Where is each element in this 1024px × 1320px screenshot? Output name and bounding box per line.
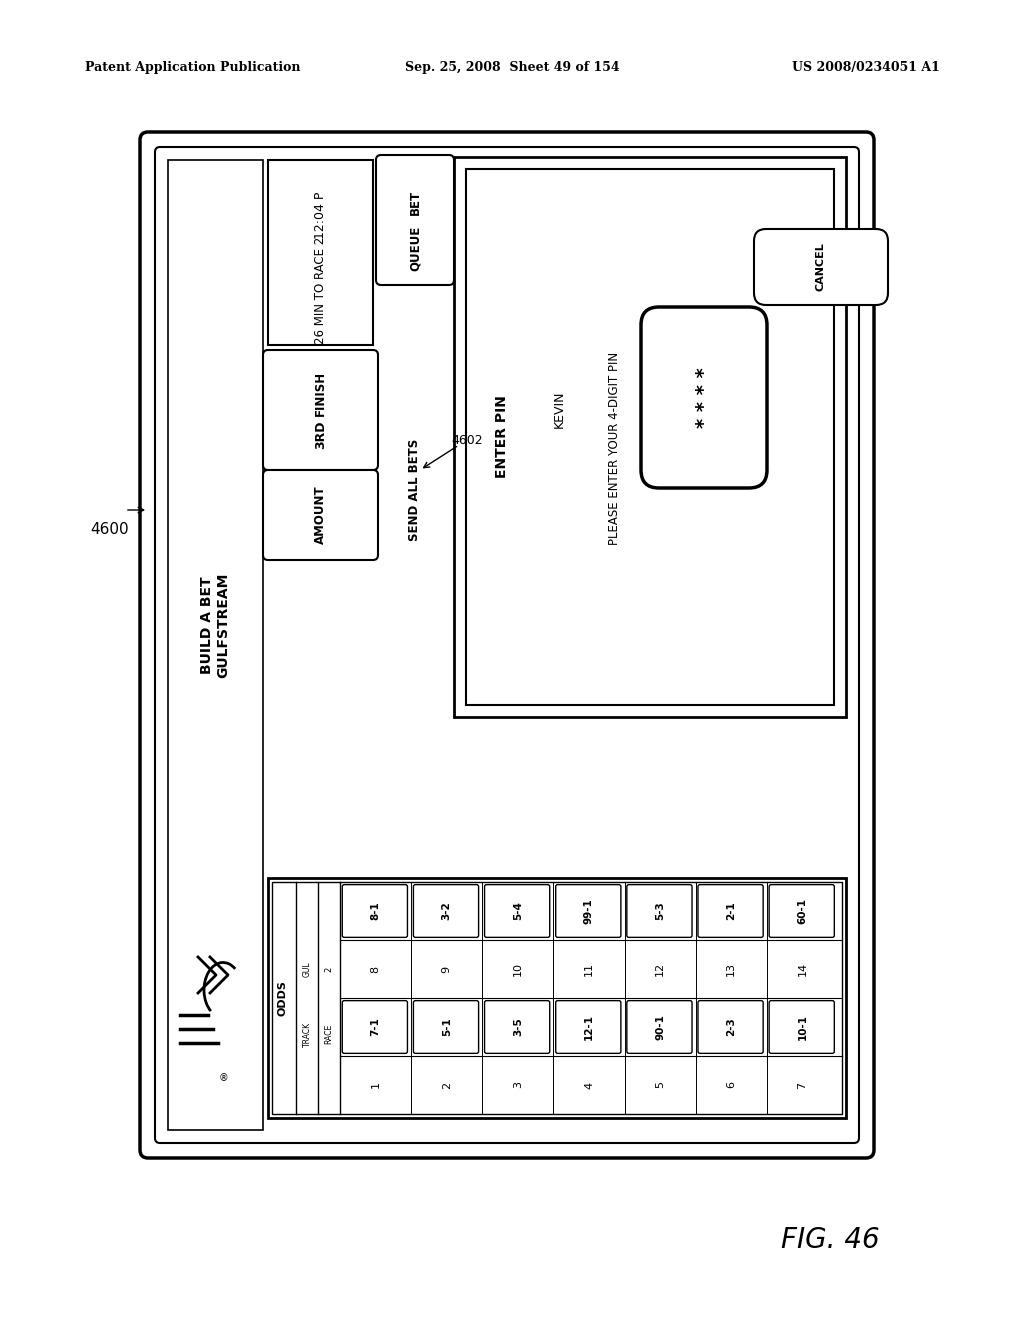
Text: 1: 1 [371, 1081, 381, 1089]
FancyBboxPatch shape [342, 1001, 408, 1053]
Text: US 2008/0234051 A1: US 2008/0234051 A1 [793, 62, 940, 74]
FancyBboxPatch shape [484, 1001, 550, 1053]
Bar [268, 878, 846, 1118]
Bar [268, 160, 373, 345]
FancyBboxPatch shape [641, 308, 767, 488]
Text: 8-1: 8-1 [371, 902, 381, 920]
Text: 7-1: 7-1 [371, 1018, 381, 1036]
FancyBboxPatch shape [263, 470, 378, 560]
FancyBboxPatch shape [627, 1001, 692, 1053]
FancyBboxPatch shape [263, 350, 378, 470]
Text: 12: 12 [655, 962, 666, 975]
Text: BUILD A BET
GULFSTREAM: BUILD A BET GULFSTREAM [201, 573, 230, 678]
Text: 13: 13 [726, 962, 736, 975]
Text: BET: BET [409, 190, 422, 215]
Text: ®: ® [218, 1073, 228, 1082]
Text: QUEUE: QUEUE [409, 226, 422, 271]
Text: 99-1: 99-1 [584, 898, 594, 924]
Text: Patent Application Publication: Patent Application Publication [85, 62, 300, 74]
Text: 60-1: 60-1 [798, 898, 808, 924]
FancyBboxPatch shape [140, 132, 874, 1158]
FancyBboxPatch shape [769, 1001, 835, 1053]
Text: 5: 5 [655, 1081, 666, 1089]
Text: FINISH: FINISH [314, 371, 327, 416]
Text: SEND ALL BETS: SEND ALL BETS [409, 438, 422, 541]
Text: 10: 10 [513, 962, 523, 975]
Text: * * * *: * * * * [694, 367, 714, 428]
Text: 4602: 4602 [452, 433, 482, 446]
Bar [168, 160, 263, 1130]
Bar [454, 157, 846, 717]
FancyBboxPatch shape [155, 147, 859, 1143]
Text: 4: 4 [584, 1081, 594, 1089]
FancyBboxPatch shape [556, 1001, 621, 1053]
Text: 12-1: 12-1 [584, 1014, 594, 1040]
Text: ENTER PIN: ENTER PIN [495, 396, 509, 478]
Text: 2-3: 2-3 [726, 1018, 736, 1036]
Text: 2: 2 [325, 966, 334, 972]
FancyBboxPatch shape [769, 884, 835, 937]
Text: PLEASE ENTER YOUR 4-DIGIT PIN: PLEASE ENTER YOUR 4-DIGIT PIN [607, 351, 621, 545]
Text: 6: 6 [726, 1081, 736, 1089]
Text: 14: 14 [798, 962, 808, 975]
Text: GUL: GUL [302, 961, 311, 977]
FancyBboxPatch shape [627, 884, 692, 937]
Text: 7: 7 [798, 1081, 808, 1089]
FancyBboxPatch shape [342, 884, 408, 937]
Text: 5-3: 5-3 [655, 902, 666, 920]
Text: 4600: 4600 [91, 523, 129, 537]
Text: 5-1: 5-1 [441, 1018, 452, 1036]
FancyBboxPatch shape [414, 1001, 478, 1053]
Text: 2-1: 2-1 [726, 902, 736, 920]
Text: ODDS: ODDS [278, 979, 287, 1016]
Text: 9: 9 [441, 965, 452, 973]
Text: 3-5: 3-5 [513, 1018, 523, 1036]
Text: 3RD: 3RD [314, 421, 327, 449]
Text: 10-1: 10-1 [798, 1014, 808, 1040]
Text: CANCEL: CANCEL [816, 243, 826, 292]
FancyBboxPatch shape [376, 154, 454, 285]
FancyBboxPatch shape [484, 884, 550, 937]
Text: 90-1: 90-1 [655, 1014, 666, 1040]
FancyBboxPatch shape [698, 1001, 763, 1053]
Text: RACE: RACE [325, 1024, 334, 1044]
Text: 2: 2 [441, 1081, 452, 1089]
Text: 3-2: 3-2 [441, 902, 452, 920]
Text: TRACK: TRACK [302, 1022, 311, 1047]
FancyBboxPatch shape [754, 228, 888, 305]
Text: 8: 8 [371, 965, 381, 973]
Text: KEVIN: KEVIN [553, 391, 565, 428]
Text: 5-4: 5-4 [513, 902, 523, 920]
FancyBboxPatch shape [698, 884, 763, 937]
Text: 11: 11 [584, 962, 594, 975]
Text: 3: 3 [513, 1081, 523, 1089]
Bar [466, 169, 834, 705]
Text: Sep. 25, 2008  Sheet 49 of 154: Sep. 25, 2008 Sheet 49 of 154 [404, 62, 620, 74]
Text: FIG. 46: FIG. 46 [780, 1226, 880, 1254]
Bar [272, 882, 842, 1114]
Text: AMOUNT: AMOUNT [314, 486, 327, 544]
FancyBboxPatch shape [414, 884, 478, 937]
FancyBboxPatch shape [556, 884, 621, 937]
Text: 12:04 P: 12:04 P [314, 191, 327, 239]
Text: 26 MIN TO RACE 2: 26 MIN TO RACE 2 [314, 236, 327, 343]
